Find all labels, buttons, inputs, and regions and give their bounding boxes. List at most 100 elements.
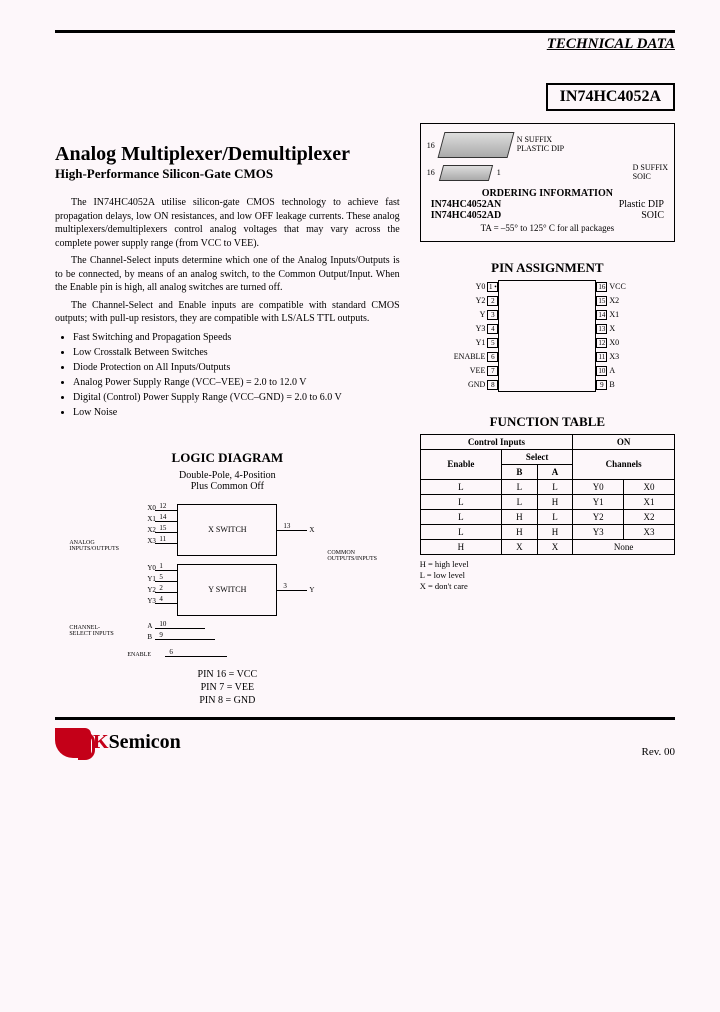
dip-package-icon — [437, 132, 514, 158]
revision: Rev. 00 — [641, 746, 675, 758]
pin-left-label: Y1 — [452, 338, 487, 347]
ft-cell: H — [537, 494, 573, 509]
th-select: Select — [502, 449, 573, 464]
logic-sub2: Plus Common Off — [55, 481, 400, 492]
feature-item: Diode Protection on All Inputs/Outputs — [73, 360, 400, 375]
ft-cell: L — [420, 494, 501, 509]
pin-left-label: VEE — [452, 366, 487, 375]
y2-num: 2 — [159, 584, 163, 592]
pin-left-label: Y0 — [452, 282, 487, 291]
ft-cell: Y3 — [573, 524, 624, 539]
b-label: B — [147, 633, 152, 641]
pin-left-num: 4 — [487, 324, 498, 334]
y-out-label: Y — [309, 586, 314, 594]
feature-item: Low Crosstalk Between Switches — [73, 345, 400, 360]
package-box: 16 N SUFFIX PLASTIC DIP 16 1 D SUFFIX SO… — [420, 123, 675, 242]
pin-right-num: 9 — [596, 380, 607, 390]
description: The IN74HC4052A utilise silicon-gate CMO… — [55, 196, 400, 326]
pin-notes: PIN 16 = VCC PIN 7 = VEE PIN 8 = GND — [55, 668, 400, 707]
pin1-label: 1 — [497, 168, 501, 177]
feature-item: Low Noise — [73, 405, 400, 420]
y0-num: 1 — [159, 562, 163, 570]
pin-left-label: GND — [452, 380, 487, 389]
pin-right-label: X1 — [607, 310, 642, 319]
logic-sub1: Double-Pole, 4-Position — [55, 470, 400, 481]
soic-package-icon — [439, 165, 493, 181]
pin-note-3: PIN 8 = GND — [55, 694, 400, 707]
main-title: Analog Multiplexer/Demultiplexer — [55, 143, 400, 166]
pin-left-num: 7 — [487, 366, 498, 376]
ft-cell: X1 — [624, 494, 675, 509]
y3-num: 4 — [159, 595, 163, 603]
logo-rest: Semicon — [109, 731, 181, 753]
order1-pn: IN74HC4052AN — [431, 199, 502, 210]
pin-right-label: VCC — [607, 282, 642, 291]
footer: KSemicon Rev. 00 — [55, 728, 675, 758]
ft-cell: X — [537, 539, 573, 554]
function-table: Control Inputs ON Enable Select Channels… — [420, 434, 675, 555]
legend-l: L = low level — [420, 570, 675, 581]
ta-range: TA = –55° to 125° C for all packages — [427, 223, 668, 233]
legend-h: H = high level — [420, 559, 675, 570]
ft-cell: X0 — [624, 479, 675, 494]
ft-cell: X — [502, 539, 538, 554]
logic-diagram: X SWITCH Y SWITCH ANALOG INPUTS/OUTPUTS … — [97, 500, 357, 660]
pin-left-label: Y3 — [452, 324, 487, 333]
x1-num: 14 — [159, 513, 166, 521]
enable-num: 6 — [169, 648, 173, 656]
x3-num: 11 — [159, 535, 166, 543]
pin-assignment-heading: PIN ASSIGNMENT — [420, 260, 675, 276]
th-control: Control Inputs — [420, 434, 573, 449]
pin-note-2: PIN 7 = VEE — [55, 681, 400, 694]
part-number-box: IN74HC4052A — [546, 83, 675, 111]
common-label: COMMON OUTPUTS/INPUTS — [327, 550, 377, 562]
logo-k: K — [93, 731, 109, 753]
pin-right-label: B — [607, 380, 642, 389]
x0-num: 12 — [159, 502, 166, 510]
logic-diagram-heading: LOGIC DIAGRAM — [55, 450, 400, 466]
x-out-num: 13 — [283, 522, 290, 530]
logo: KSemicon — [55, 728, 181, 758]
pin-left-num: 8 — [487, 380, 498, 390]
y-switch-box: Y SWITCH — [177, 564, 277, 616]
pin-right-num: 16 — [596, 282, 607, 292]
pin-right-num: 11 — [596, 352, 607, 362]
a-label: A — [147, 622, 152, 630]
feature-list: Fast Switching and Propagation Speeds Lo… — [73, 330, 400, 420]
analog-io-label: ANALOG INPUTS/OUTPUTS — [69, 540, 109, 552]
feature-item: Digital (Control) Power Supply Range (VC… — [73, 390, 400, 405]
pin-right-label: X — [607, 324, 642, 333]
pin-right-label: X0 — [607, 338, 642, 347]
pin-right-num: 15 — [596, 296, 607, 306]
function-table-heading: FUNCTION TABLE — [420, 414, 675, 430]
plastic-dip: PLASTIC DIP — [517, 145, 564, 154]
ft-cell: X2 — [624, 509, 675, 524]
pin-note-1: PIN 16 = VCC — [55, 668, 400, 681]
order2-pn: IN74HC4052AD — [431, 210, 502, 221]
pin-right-label: X3 — [607, 352, 642, 361]
th-on: ON — [573, 434, 675, 449]
para-3: The Channel-Select and Enable inputs are… — [55, 299, 400, 326]
ordering-info-title: ORDERING INFORMATION — [427, 188, 668, 199]
order1-pkg: Plastic DIP — [619, 199, 664, 210]
b-num: 9 — [159, 631, 163, 639]
y-out-num: 3 — [283, 582, 287, 590]
a-num: 10 — [159, 620, 166, 628]
left-column: Analog Multiplexer/Demultiplexer High-Pe… — [55, 123, 400, 707]
y1-num: 5 — [159, 573, 163, 581]
feature-item: Analog Power Supply Range (VCC–VEE) = 2.… — [73, 375, 400, 390]
soic: SOIC — [633, 173, 668, 182]
channel-select-label: CHANNEL-SELECT INPUTS — [69, 625, 115, 637]
subtitle: High-Performance Silicon-Gate CMOS — [55, 166, 400, 182]
pin16-label-2: 16 — [427, 168, 435, 177]
x2-num: 15 — [159, 524, 166, 532]
para-2: The Channel-Select inputs determine whic… — [55, 254, 400, 295]
ft-cell: Y0 — [573, 479, 624, 494]
th-channels: Channels — [573, 449, 675, 479]
pin-left-num: 5 — [487, 338, 498, 348]
pin16-label: 16 — [427, 141, 435, 150]
x-switch-box: X SWITCH — [177, 504, 277, 556]
pin-left-num: 6 — [487, 352, 498, 362]
ft-cell: H — [502, 509, 538, 524]
ft-cell: L — [420, 509, 501, 524]
